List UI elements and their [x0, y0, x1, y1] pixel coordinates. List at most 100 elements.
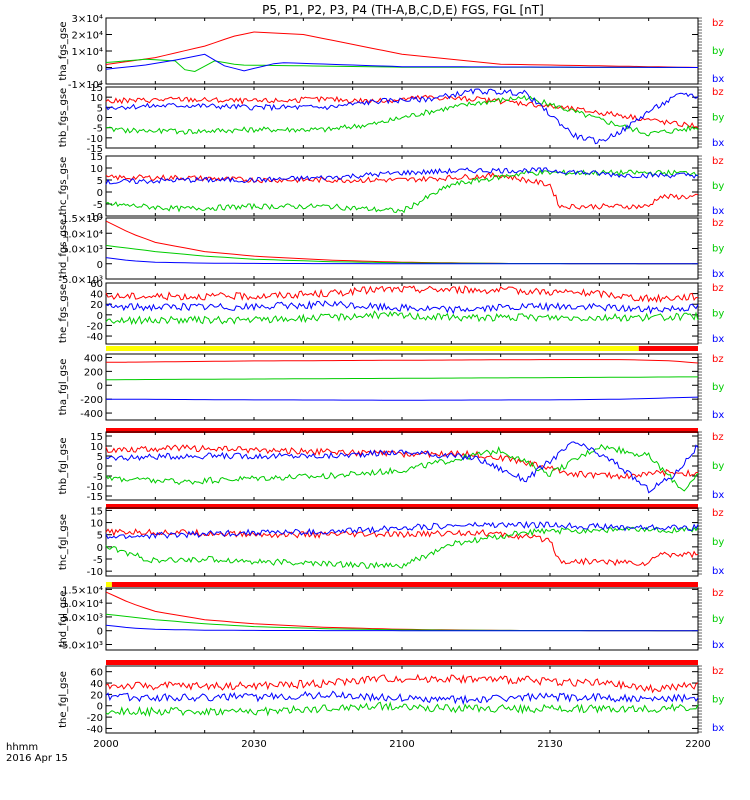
- ytick-label: 0: [97, 260, 103, 271]
- x-axis: 2000 2030 2100 2130 2200: [93, 739, 710, 750]
- legend-bz: bz: [712, 354, 724, 365]
- legend-bx: bx: [712, 490, 724, 501]
- series-bx: [105, 624, 698, 632]
- series-bz: [105, 444, 699, 480]
- panel-ylabel: tha_fgl_gse: [58, 359, 69, 416]
- ytick-label: -20: [87, 321, 103, 332]
- series-bx: [105, 88, 699, 145]
- panel-frame: [105, 431, 699, 501]
- panel-frame: [105, 353, 699, 421]
- panel-frame: [105, 507, 699, 577]
- legend-bz: bz: [712, 218, 724, 229]
- xtick-label: 2130: [537, 739, 562, 750]
- legend-by: by: [712, 244, 724, 255]
- ytick-label: -10: [87, 482, 103, 493]
- panel-ylabel: thc_fgl_gse: [58, 514, 69, 570]
- series-by: [106, 376, 698, 381]
- legend-by: by: [712, 309, 724, 320]
- status-bar: [106, 504, 698, 509]
- panel-ylabel: thb_fgs_gse: [58, 88, 69, 147]
- ytick-label: 10: [90, 164, 103, 175]
- ytick-label: -20: [87, 713, 103, 724]
- ytick-label: 2×10⁴: [72, 31, 103, 42]
- series-by: [105, 701, 699, 718]
- series-bx: [105, 441, 699, 494]
- series-by: [105, 526, 699, 569]
- legend-bx: bx: [712, 74, 724, 85]
- legend-bz: bz: [712, 588, 724, 599]
- ytick-label: -5: [93, 200, 103, 211]
- ytick-label: -5.0×10³: [58, 275, 103, 286]
- legend-bx: bx: [712, 334, 724, 345]
- ytick-label: 1.5×10⁴: [62, 214, 103, 225]
- series-bz: [105, 359, 699, 364]
- legend-bx: bx: [712, 206, 724, 217]
- legend-by: by: [712, 46, 724, 57]
- ytick-label: -10: [87, 567, 103, 578]
- panel-thd_fgl_gse: 1.5×10⁴ 1.0×10⁴ 5.0×10³ 0 -5.0×10³thd_fgl_gs…: [58, 585, 724, 665]
- ytick-label: 15: [90, 152, 103, 163]
- ytick-label: -40: [87, 724, 103, 735]
- series-bx: [105, 690, 699, 706]
- ytick-label: -10: [87, 134, 103, 145]
- ytick-label: 0: [97, 188, 103, 199]
- panel-ylabel: thb_fgl_gse: [58, 438, 69, 495]
- series-bx: [106, 396, 699, 401]
- ytick-label: 40: [90, 679, 103, 690]
- ytick-label: -5: [93, 124, 103, 135]
- panel-ylabel: thc_fgs_gse: [58, 157, 69, 216]
- series-by: [105, 613, 698, 632]
- status-bar: [638, 346, 698, 351]
- ytick-label: 1.5×10⁴: [62, 585, 103, 596]
- series-by: [105, 58, 698, 73]
- panel-tha_fgl_gse: 400 200 0 -200 -400 tha_fgl_gse bz by bx: [58, 353, 724, 433]
- ytick-label: 0: [97, 462, 103, 473]
- legend-bx: bx: [712, 723, 724, 734]
- footer-date-label: 2016 Apr 15: [6, 753, 68, 764]
- series-bz: [105, 285, 699, 303]
- series-bx: [105, 257, 698, 265]
- ytick-label: 40: [90, 290, 103, 301]
- legend-by: by: [712, 614, 724, 625]
- ytick-label: 5: [97, 176, 103, 187]
- ytick-label: 10: [90, 442, 103, 453]
- ytick-label: 15: [90, 83, 103, 94]
- legend-by: by: [712, 537, 724, 548]
- ytick-label: 60: [90, 279, 103, 290]
- series-by: [105, 244, 699, 265]
- ytick-label: 0: [97, 627, 103, 638]
- chart-title: P5, P1, P2, P3, P4 (TH-A,B,C,D,E) FGS, F…: [262, 3, 544, 17]
- legend-bx: bx: [712, 269, 724, 280]
- ytick-label: 5: [97, 531, 103, 542]
- ytick-label: 1.0×10⁴: [62, 599, 103, 610]
- legend-bx: bx: [712, 640, 724, 651]
- series-bz: [105, 172, 699, 210]
- legend-bx: bx: [712, 138, 724, 149]
- status-bar: [106, 660, 698, 665]
- series-bz: [105, 220, 699, 265]
- series-by: [105, 310, 699, 326]
- series-bx: [105, 53, 698, 72]
- legend-by: by: [712, 695, 724, 706]
- ytick-label: 0: [97, 311, 103, 322]
- ytick-label: -40: [87, 332, 103, 343]
- ytick-label: 0: [97, 64, 103, 75]
- series-bz: [105, 591, 698, 632]
- legend-bz: bz: [712, 156, 724, 167]
- series-bx: [105, 520, 699, 540]
- legend-bz: bz: [712, 283, 724, 294]
- panel-ylabel: thd_fgl_gse: [58, 591, 69, 648]
- ytick-label: 20: [90, 690, 103, 701]
- footer-hhmm-label: hhmm: [6, 742, 38, 753]
- panel-frame: [105, 217, 699, 280]
- ytick-label: 5.0×10³: [62, 613, 103, 624]
- series-bz: [105, 528, 699, 567]
- series-by: [106, 94, 699, 137]
- ytick-label: 5: [97, 452, 103, 463]
- legend-by: by: [712, 113, 724, 124]
